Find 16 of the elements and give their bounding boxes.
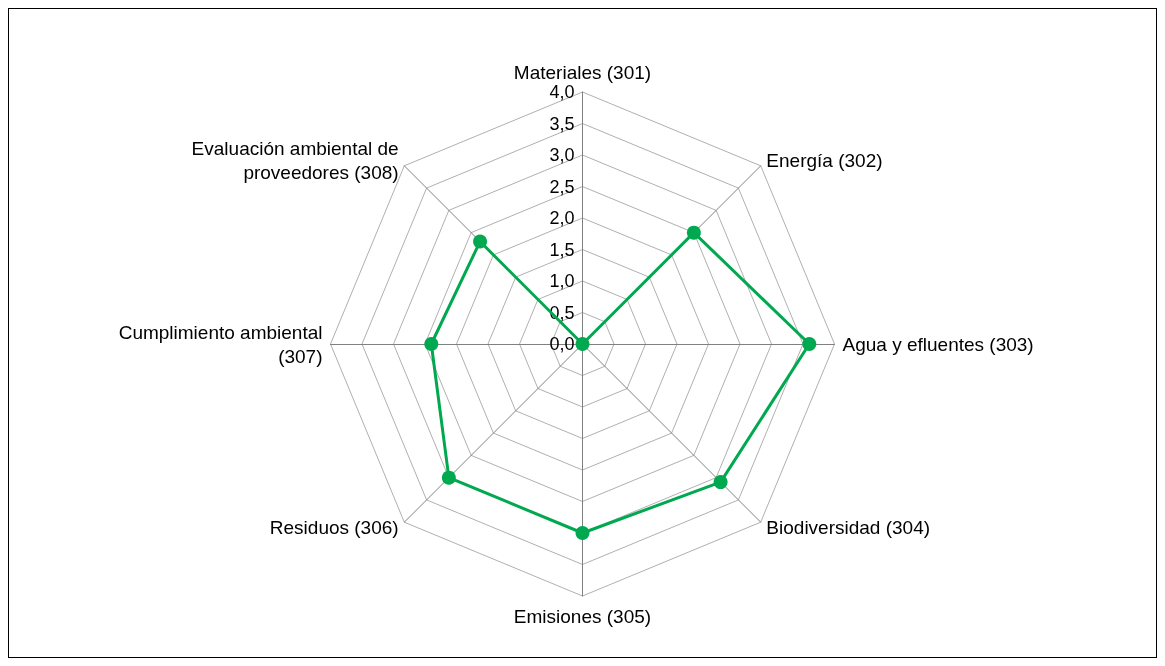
y-tick-label: 1,0 [549, 271, 575, 291]
spoke-label: Residuos (306) [269, 517, 399, 539]
spoke-label: Materiales (301) [513, 61, 652, 83]
y-tick-label: 2,0 [549, 208, 575, 228]
spoke-label: Evaluación ambiental de proveedores (308) [191, 137, 399, 183]
spoke-label: Agua y efluentes (303) [842, 333, 1034, 355]
y-tick-label: 1,5 [549, 239, 575, 260]
y-tick-label: 3,0 [549, 145, 575, 165]
spoke-label: Cumplimiento ambiental (307) [118, 321, 323, 367]
spoke-label: Emisiones (305) [513, 605, 652, 627]
y-tick-label: 3,5 [549, 113, 575, 134]
spoke-label: Energía (302) [766, 149, 883, 171]
y-tick-label: 2,5 [549, 176, 575, 197]
y-tick-label: 4,0 [549, 82, 575, 102]
spoke-label: Biodiversidad (304) [766, 517, 931, 539]
y-tick-label: 0,0 [549, 334, 575, 354]
